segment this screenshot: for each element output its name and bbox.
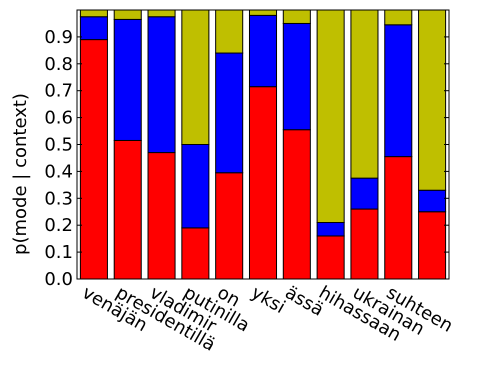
bar-segment-0-1: [79, 16, 108, 41]
y-tick-label: 0.7: [44, 81, 73, 102]
bar-segment-4-0: [215, 172, 244, 280]
bar-segment-0-2: [79, 9, 108, 18]
bar-segment-6-2: [282, 9, 311, 24]
y-axis-label: p(mode | context): [10, 93, 31, 255]
bar-segment-10-2: [418, 9, 447, 191]
bar-segment-6-1: [282, 22, 311, 131]
y-tick-label: 0.9: [44, 27, 73, 48]
bar-segment-9-2: [384, 9, 413, 26]
bar-segment-3-0: [181, 227, 210, 280]
bars-group: [79, 9, 447, 280]
y-tick-label: 0.8: [44, 54, 73, 75]
bar-segment-7-2: [316, 9, 345, 224]
bar-segment-3-2: [181, 9, 210, 145]
bar-segment-1-0: [113, 139, 142, 280]
bar-segment-2-0: [147, 152, 176, 280]
bar-segment-2-2: [147, 9, 176, 18]
y-tick-label: 0.4: [44, 161, 73, 182]
y-tick-label: 0.2: [44, 215, 73, 236]
bar-segment-5-1: [248, 14, 278, 88]
y-tick-label: 0.5: [44, 135, 73, 156]
bar-segment-7-1: [316, 222, 345, 237]
y-tick-label: 0.0: [44, 269, 73, 290]
bar-segment-4-2: [215, 9, 244, 54]
bar-segment-9-1: [384, 24, 413, 158]
y-tick-label: 0.1: [44, 242, 73, 263]
bar-segment-10-0: [418, 211, 447, 280]
bar-segment-0-0: [79, 39, 108, 280]
bar-segment-4-1: [215, 52, 244, 174]
y-tick-label: 0.6: [44, 108, 73, 129]
bar-segment-9-0: [384, 156, 413, 280]
bar-segment-1-1: [113, 18, 142, 141]
bar-segment-5-2: [248, 9, 278, 16]
bar-segment-8-1: [350, 177, 379, 210]
bar-segment-5-0: [248, 86, 278, 280]
bar-segment-1-2: [113, 9, 142, 20]
bar-segment-6-0: [282, 129, 311, 280]
bar-segment-8-0: [350, 208, 379, 280]
bar-segment-3-1: [181, 144, 210, 229]
bar-segment-7-0: [316, 235, 345, 280]
bar-segment-2-1: [147, 16, 176, 154]
bar-segment-10-1: [418, 189, 447, 213]
y-tick-label: 0.3: [44, 188, 73, 209]
bar-segment-8-2: [350, 9, 379, 179]
